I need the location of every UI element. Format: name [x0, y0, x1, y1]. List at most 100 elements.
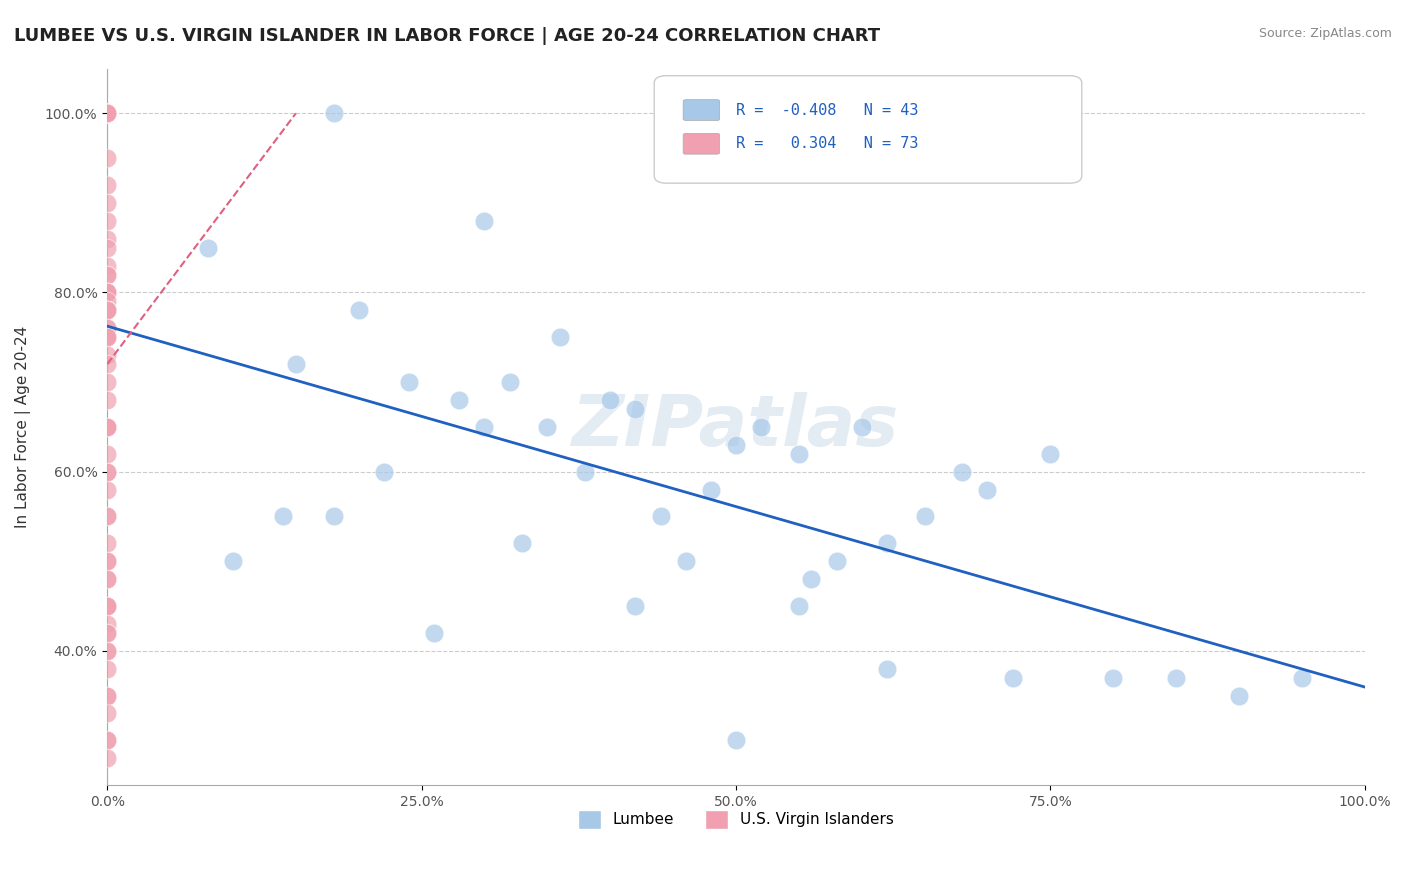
Point — [96, 599, 118, 613]
Point — [96, 554, 118, 568]
Point — [96, 321, 118, 335]
Point — [96, 330, 118, 344]
Point — [96, 465, 118, 479]
Point — [96, 447, 118, 461]
Point — [724, 438, 747, 452]
Point — [96, 733, 118, 747]
Point — [96, 625, 118, 640]
Point — [96, 733, 118, 747]
Point — [574, 465, 596, 479]
Point — [96, 303, 118, 318]
Point — [599, 392, 621, 407]
Point — [1001, 671, 1024, 685]
Point — [96, 554, 118, 568]
Point — [800, 572, 823, 586]
Point — [1291, 671, 1313, 685]
Point — [96, 536, 118, 550]
Point — [96, 294, 118, 309]
Point — [96, 106, 118, 120]
Point — [96, 572, 118, 586]
Point — [96, 303, 118, 318]
Point — [96, 232, 118, 246]
Point — [96, 106, 118, 120]
Point — [96, 268, 118, 282]
Point — [96, 268, 118, 282]
Point — [96, 106, 118, 120]
Point — [96, 330, 118, 344]
Point — [787, 599, 810, 613]
Point — [787, 447, 810, 461]
Point — [96, 419, 118, 434]
Point — [96, 419, 118, 434]
Point — [96, 599, 118, 613]
Point — [96, 303, 118, 318]
Text: LUMBEE VS U.S. VIRGIN ISLANDER IN LABOR FORCE | AGE 20-24 CORRELATION CHART: LUMBEE VS U.S. VIRGIN ISLANDER IN LABOR … — [14, 27, 880, 45]
Point — [197, 241, 219, 255]
Point — [851, 419, 873, 434]
Point — [876, 662, 898, 676]
Legend: Lumbee, U.S. Virgin Islanders: Lumbee, U.S. Virgin Islanders — [572, 804, 900, 835]
Point — [96, 285, 118, 300]
Point — [96, 214, 118, 228]
Point — [96, 285, 118, 300]
Point — [322, 509, 344, 524]
Point — [700, 483, 723, 497]
Point — [96, 106, 118, 120]
Point — [536, 419, 558, 434]
Point — [825, 554, 848, 568]
Point — [96, 285, 118, 300]
Point — [976, 483, 998, 497]
Point — [474, 214, 496, 228]
Point — [96, 303, 118, 318]
Point — [474, 419, 496, 434]
Point — [96, 644, 118, 658]
Point — [423, 625, 446, 640]
Point — [96, 106, 118, 120]
Point — [749, 419, 772, 434]
Point — [96, 509, 118, 524]
FancyBboxPatch shape — [683, 134, 720, 154]
Point — [624, 401, 647, 416]
Point — [96, 106, 118, 120]
Text: R =   0.304   N = 73: R = 0.304 N = 73 — [735, 136, 918, 152]
Point — [96, 616, 118, 631]
Point — [96, 106, 118, 120]
Point — [96, 106, 118, 120]
Point — [96, 178, 118, 192]
Text: R =  -0.408   N = 43: R = -0.408 N = 43 — [735, 103, 918, 118]
Point — [96, 195, 118, 210]
Point — [398, 375, 420, 389]
Point — [96, 106, 118, 120]
Point — [950, 465, 973, 479]
FancyBboxPatch shape — [654, 76, 1081, 183]
Point — [1164, 671, 1187, 685]
Point — [724, 733, 747, 747]
Point — [96, 706, 118, 721]
Point — [284, 357, 307, 371]
Point — [96, 106, 118, 120]
Point — [96, 644, 118, 658]
Point — [624, 599, 647, 613]
Point — [96, 689, 118, 703]
Point — [96, 465, 118, 479]
Point — [347, 303, 370, 318]
Point — [96, 285, 118, 300]
Y-axis label: In Labor Force | Age 20-24: In Labor Force | Age 20-24 — [15, 326, 31, 528]
Point — [96, 321, 118, 335]
Point — [96, 106, 118, 120]
Point — [96, 106, 118, 120]
Point — [96, 662, 118, 676]
Point — [449, 392, 471, 407]
Point — [96, 572, 118, 586]
Point — [96, 106, 118, 120]
Point — [96, 599, 118, 613]
Point — [96, 330, 118, 344]
Point — [96, 509, 118, 524]
Point — [96, 241, 118, 255]
Text: Source: ZipAtlas.com: Source: ZipAtlas.com — [1258, 27, 1392, 40]
Point — [96, 375, 118, 389]
Point — [96, 151, 118, 165]
Point — [96, 419, 118, 434]
Point — [510, 536, 533, 550]
Point — [914, 509, 936, 524]
